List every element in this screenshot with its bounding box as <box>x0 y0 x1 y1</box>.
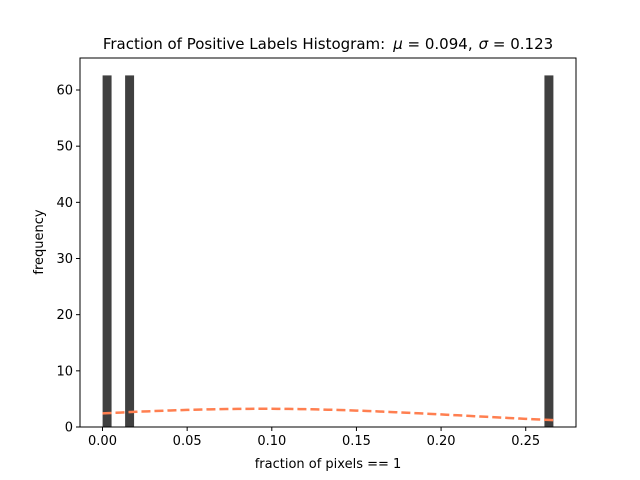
x-tick-label: 0.15 <box>342 434 371 449</box>
histogram-bar-3 <box>544 75 554 427</box>
title-colon: : <box>380 35 385 53</box>
x-tick-label: 0.20 <box>427 434 456 449</box>
histogram-bar-2 <box>125 75 135 427</box>
plot-layer <box>102 75 554 427</box>
x-tick-label: 0.25 <box>511 434 540 449</box>
y-axis-label: frequency <box>32 209 47 275</box>
title-sigma-equals: = <box>488 35 510 53</box>
y-tick-label: 50 <box>56 140 73 155</box>
y-tick-label: 10 <box>56 364 73 379</box>
title-mu-equals: = <box>403 35 425 53</box>
chart-title: Fraction of Positive Labels Histogram: μ … <box>103 35 553 53</box>
normal-fit-curve <box>102 407 554 422</box>
x-axis-label: fraction of pixels == 1 <box>255 457 402 472</box>
title-prefix: Fraction of Positive Labels Histogram <box>103 35 380 53</box>
title-mu-symbol: μ <box>392 35 403 53</box>
y-tick-label: 60 <box>56 84 73 99</box>
axes-layer: 0.00 0.05 0.10 0.15 0.20 0.25 0 10 20 30 40 50 60 <box>56 57 577 449</box>
y-tick-label: 30 <box>56 252 73 267</box>
title-mu-value: 0.094, <box>425 35 473 53</box>
title-sigma-value: 0.123 <box>510 35 553 53</box>
x-tick-label: 0.10 <box>257 434 286 449</box>
x-tick-label: 0.05 <box>173 434 202 449</box>
y-tick-label: 40 <box>56 196 73 211</box>
x-tick-label: 0.00 <box>88 434 117 449</box>
title-sigma-symbol: σ <box>479 35 489 53</box>
y-tick-label: 0 <box>65 421 73 436</box>
histogram-bar-1 <box>102 75 112 427</box>
axes-frame <box>79 57 577 428</box>
y-tick-label: 20 <box>56 308 73 323</box>
